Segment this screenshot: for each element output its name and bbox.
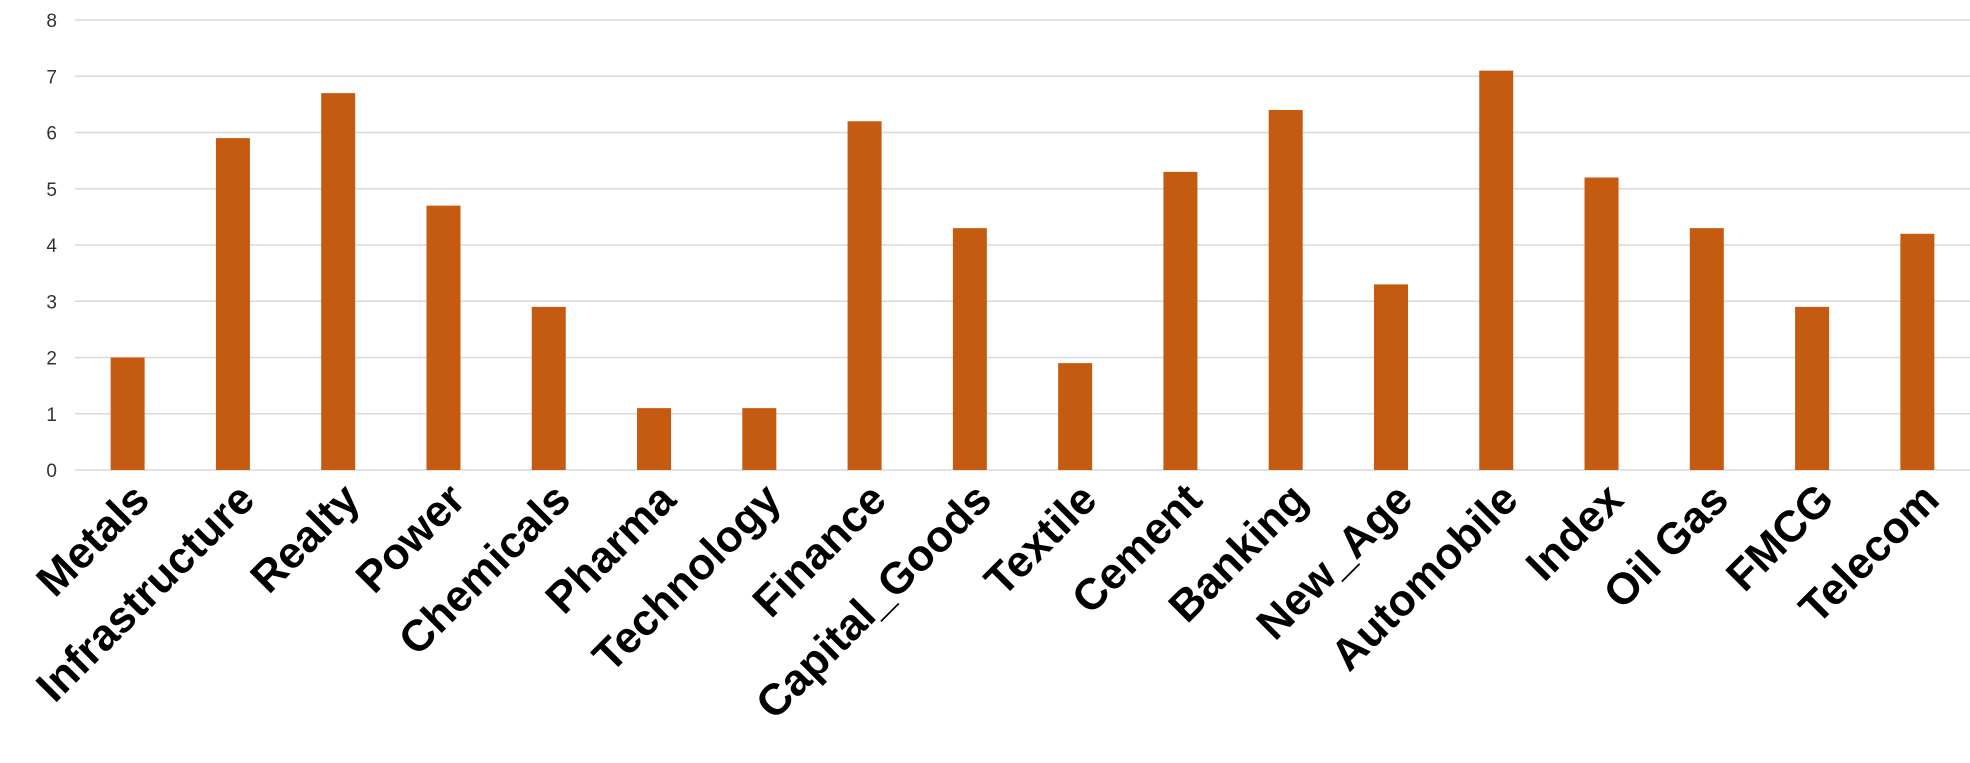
y-tick-label: 5 xyxy=(46,180,57,201)
y-tick-label: 6 xyxy=(46,124,57,145)
y-tick-label: 7 xyxy=(46,67,57,88)
bar-telecom xyxy=(1900,233,1935,470)
bar-banking xyxy=(1268,110,1303,470)
bar-chemicals xyxy=(531,306,566,470)
bar-new-age xyxy=(1373,284,1408,470)
x-category-label: Realty xyxy=(241,474,369,602)
y-axis-tick-labels: 0 1 2 3 4 5 6 7 8 xyxy=(46,11,57,482)
bar-automobile xyxy=(1479,70,1514,470)
bar-pharma xyxy=(637,408,672,470)
y-tick-label: 2 xyxy=(46,349,57,370)
bar-realty xyxy=(321,93,356,470)
bar-textile xyxy=(1058,363,1093,470)
bar-index xyxy=(1584,177,1619,470)
bar-fmcg xyxy=(1795,306,1830,470)
bar-oil-gas xyxy=(1689,228,1724,470)
y-tick-label: 4 xyxy=(46,236,57,257)
y-tick-label: 8 xyxy=(46,11,57,32)
bar-capital-goods xyxy=(952,228,987,470)
bar-finance xyxy=(847,121,882,470)
bars xyxy=(110,70,1935,470)
bar-metals xyxy=(110,357,145,470)
y-tick-label: 3 xyxy=(46,292,57,313)
y-tick-label: 0 xyxy=(46,461,57,482)
bar-cement xyxy=(1163,171,1198,470)
y-tick-label: 1 xyxy=(46,405,57,426)
bar-technology xyxy=(742,408,777,470)
x-axis-category-labels: MetalsInfrastructureRealtyPowerChemicals… xyxy=(27,474,1948,729)
bar-infrastructure xyxy=(215,138,250,470)
bar-power xyxy=(426,205,461,470)
gridlines xyxy=(75,19,1970,471)
